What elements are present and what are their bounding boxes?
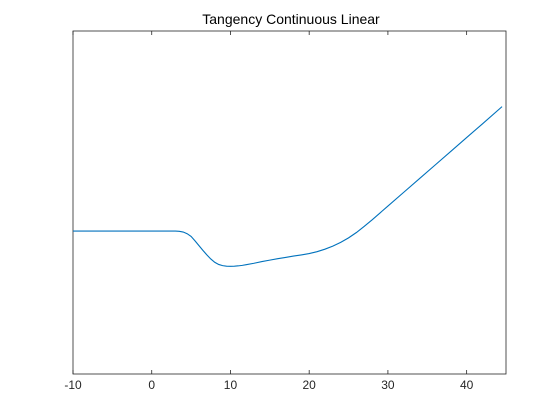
x-axis: -10 0 10 20 30 40	[64, 31, 474, 392]
chart-title: Tangency Continuous Linear	[202, 11, 380, 27]
x-tick-label: 40	[460, 378, 474, 392]
x-tick-label: 0	[148, 378, 155, 392]
series-line	[73, 106, 503, 267]
plot-box	[72, 30, 507, 375]
series-group	[73, 106, 503, 267]
x-tick-label: -10	[64, 378, 82, 392]
x-tick-label: 30	[381, 378, 395, 392]
x-tick-label: 10	[224, 378, 238, 392]
x-tick-label: 20	[303, 378, 317, 392]
